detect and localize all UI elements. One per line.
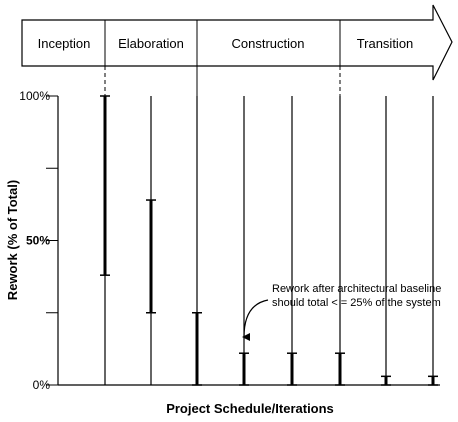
annotation-line-2: should total < = 25% of the system <box>272 297 441 309</box>
x-axis-title: Project Schedule/Iterations <box>166 401 334 416</box>
y-tick-label: 50% <box>26 234 50 248</box>
y-tick-label: 100% <box>19 89 50 103</box>
annotation-line-1: Rework after architectural baseline <box>272 283 441 295</box>
phase-label-elaboration: Elaboration <box>118 36 184 51</box>
phase-label-construction: Construction <box>232 36 305 51</box>
phase-label-inception: Inception <box>38 36 91 51</box>
y-axis-title: Rework (% of Total) <box>5 180 20 300</box>
annotation-arrow <box>242 299 269 342</box>
y-tick-label: 0% <box>33 378 51 392</box>
phase-arrow-banner <box>21 4 453 81</box>
phase-label-transition: Transition <box>357 36 414 51</box>
